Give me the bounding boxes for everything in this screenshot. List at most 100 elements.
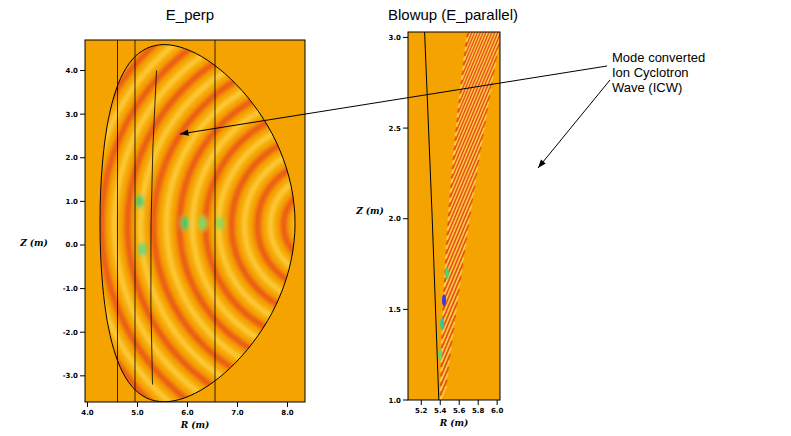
y-tick-label: 1.0 [66, 198, 79, 206]
plot-background [408, 32, 500, 400]
annotation: Mode convertedIon CyclotronWave (ICW) [612, 50, 705, 95]
wave-front [85, 40, 305, 402]
resonance-layer [117, 40, 118, 402]
arrow-line [538, 80, 610, 168]
y-tick-label: 2.5 [389, 125, 402, 133]
wave-field [85, 40, 305, 402]
x-tick-label: 5.8 [472, 407, 485, 415]
arrow-head [180, 130, 189, 136]
x-tick [478, 400, 479, 405]
field-peak [445, 267, 449, 279]
y-tick-label: -3.0 [63, 372, 78, 380]
annotation-line: Ion Cyclotron [612, 65, 689, 80]
y-tick [80, 157, 85, 158]
x-tick [440, 400, 441, 405]
y-tick-label: 4.0 [66, 67, 79, 75]
field-peak [139, 242, 147, 256]
frame [408, 32, 500, 400]
y-axis-label: Z (m) [19, 238, 48, 248]
icw-stripe [467, 32, 500, 37]
field-peak [216, 216, 224, 230]
y-tick [403, 128, 408, 129]
icw-stripe [466, 32, 500, 47]
x-tick [497, 400, 498, 405]
y-tick-label: -2.0 [63, 329, 78, 337]
y-tick-label: 2.0 [389, 215, 402, 223]
arrow-line [180, 66, 607, 134]
x-tick-label: 5.2 [415, 407, 428, 415]
y-tick [403, 37, 408, 38]
wave-front [258, 160, 306, 290]
y-tick [80, 288, 85, 289]
figure: E_perp 4.0 5.0 6.0 7.0 8.0 -3.0 -2.0 -1.0 0.0 1.0 2… [0, 0, 791, 436]
y-tick-label: 3.0 [389, 34, 402, 42]
x-tick-label: 5.6 [453, 407, 466, 415]
annotation-line: Wave (ICW) [612, 80, 682, 95]
x-tick-label: 6.0 [491, 407, 504, 415]
y-axis-label: Z (m) [355, 206, 384, 216]
field-peak [438, 349, 442, 361]
wave-front [245, 147, 306, 303]
y-tick-label: 1.5 [389, 306, 402, 314]
field-peak [199, 216, 207, 230]
wave-front [141, 43, 306, 402]
wave-front [89, 40, 306, 402]
x-axis-label: R (m) [180, 420, 210, 430]
y-tick [80, 201, 85, 202]
x-tick-label: 5.4 [434, 407, 447, 415]
resonance-layer [215, 40, 216, 402]
field-peak [136, 194, 144, 208]
y-tick [80, 70, 85, 71]
y-tick-label: 0.0 [66, 241, 79, 249]
y-tick [403, 400, 408, 401]
panel: E_perp 4.0 5.0 6.0 7.0 8.0 -3.0 -2.0 -1.0 0.0 1.0 2… [19, 0, 595, 436]
x-axis-label: R (m) [439, 418, 469, 428]
x-tick [137, 402, 138, 407]
wave-front [167, 69, 306, 381]
x-tick [459, 400, 460, 405]
x-tick-label: 6.0 [181, 409, 194, 417]
y-tick-label: 2.0 [66, 154, 79, 162]
field-peak [181, 216, 189, 230]
x-tick-label: 5.0 [131, 409, 144, 417]
panel-title: Blowup (E_parallel) [388, 6, 518, 23]
x-tick [237, 402, 238, 407]
y-tick [403, 309, 408, 310]
wave-front [102, 40, 306, 402]
resonance-layer [135, 40, 136, 402]
wave-front [85, 40, 305, 402]
y-tick [403, 218, 408, 219]
x-tick-label: 8.0 [281, 409, 294, 417]
x-tick [87, 402, 88, 407]
icw-field [438, 32, 500, 400]
plot-area [408, 32, 500, 400]
annotation-line: Mode converted [612, 50, 705, 65]
y-tick-label: 3.0 [66, 111, 79, 119]
wave-front [284, 186, 306, 264]
x-tick [421, 400, 422, 405]
y-tick [80, 244, 85, 245]
y-tick [80, 375, 85, 376]
panel: Blowup (E_parallel) 5.2 5.4 5.6 5.8 6.0 1.0 1.5… [355, 0, 532, 428]
plasma-boundary [425, 32, 439, 400]
wave-front [154, 56, 306, 394]
y-tick-label: 1.0 [389, 397, 402, 405]
field-peak [440, 318, 444, 330]
resonance-layer [151, 71, 157, 385]
field-peak [442, 294, 446, 306]
frame [85, 40, 305, 402]
panel-title: E_perp [166, 6, 214, 23]
y-tick [80, 114, 85, 115]
wave-front [180, 82, 306, 368]
x-tick-label: 7.0 [231, 409, 244, 417]
y-tick [80, 332, 85, 333]
y-tick-label: -1.0 [63, 285, 78, 293]
x-tick-label: 4.0 [81, 409, 94, 417]
plasma-boundary [100, 45, 295, 402]
wave-front [297, 199, 306, 251]
icw-stripe [466, 32, 500, 42]
plot-area [85, 40, 305, 402]
arrow-head [538, 160, 546, 168]
wave-front [271, 173, 306, 277]
x-tick [187, 402, 188, 407]
